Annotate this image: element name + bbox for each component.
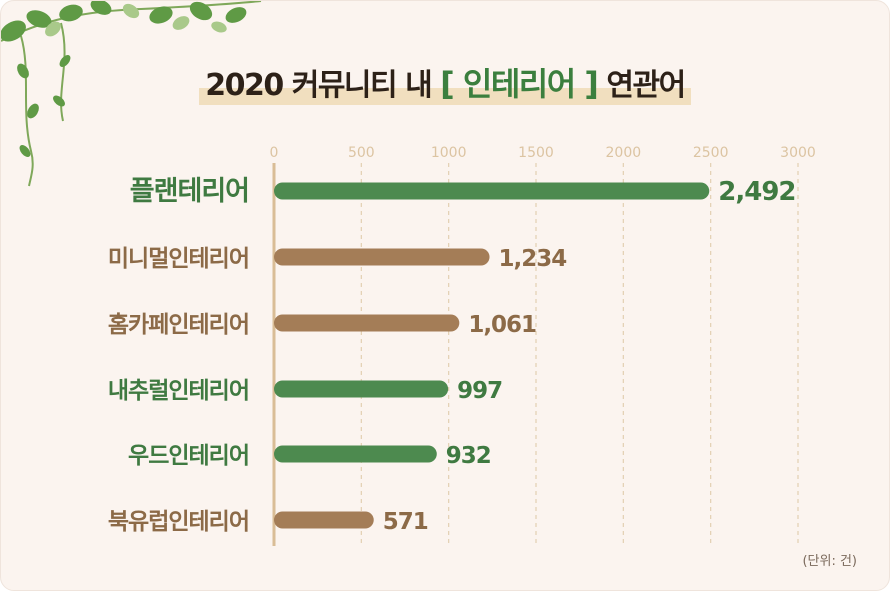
value-label: 932 [446,443,491,469]
category-label: 내추럴인테리어 [108,378,249,404]
category-label: 북유럽인테리어 [108,509,249,535]
bar [274,380,449,398]
value-label: 571 [383,509,428,535]
x-tick-label: 2000 [606,145,642,161]
category-label: 미니멀인테리어 [108,246,249,272]
vine-leaves-decoration [1,1,262,187]
value-label: 2,492 [718,177,795,207]
bar [274,445,437,463]
x-tick-label: 500 [348,145,375,161]
bar [274,511,374,529]
bar [274,314,460,332]
value-label: 1,234 [499,246,567,272]
title-suffix: 연관어 [597,68,686,103]
title-keyword: [ 인테리어 ] [440,65,599,103]
chart-title: 2020 커뮤니티 내 [ 인테리어 ] 연관어 [1,59,889,105]
unit-note: (단위: 건) [802,554,857,569]
category-label: 우드인테리어 [128,443,249,469]
title-prefix: 2020 커뮤니티 내 [205,68,441,103]
x-tick-label: 0 [270,145,279,161]
x-tick-label: 1000 [431,145,467,161]
x-tick-label: 1500 [518,145,554,161]
category-label: 플랜테리어 [130,176,249,207]
bar [274,182,710,200]
x-tick-label: 3000 [780,145,816,161]
value-label: 1,061 [468,312,536,338]
x-tick-label: 2500 [693,145,729,161]
value-label: 997 [457,378,502,404]
bar [274,248,490,266]
category-label: 홈카페인테리어 [108,312,249,338]
